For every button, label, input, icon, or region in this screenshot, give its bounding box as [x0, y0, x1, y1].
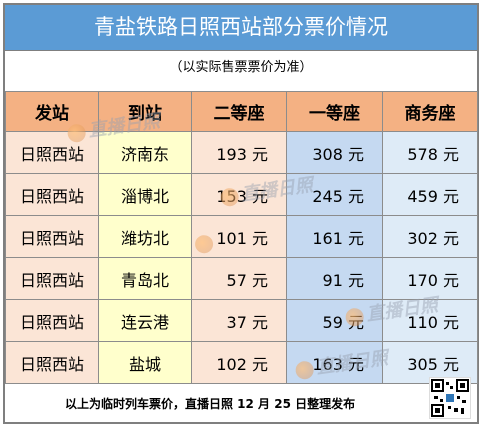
cell-from: 日照西站 [5, 257, 99, 300]
cell-to: 连云港 [98, 299, 192, 342]
cell-first-class: 308 元 [286, 131, 383, 174]
fare-table-card: 青盐铁路日照西站部分票价情况 （以实际售票票价为准） 发站 到站 二等座 一等座… [3, 3, 479, 424]
cell-from: 日照西站 [5, 215, 99, 258]
cell-business-class: 578 元 [382, 131, 478, 174]
page-title: 青盐铁路日照西站部分票价情况 [5, 5, 477, 51]
qr-code-icon [429, 377, 471, 419]
cell-second-class: 101 元 [191, 215, 287, 258]
cell-to: 青岛北 [98, 257, 192, 300]
cell-from: 日照西站 [5, 341, 99, 384]
table-row: 日照西站 潍坊北 101 元 161 元 302 元 [5, 215, 478, 258]
cell-from: 日照西站 [5, 299, 99, 342]
table-row: 日照西站 济南东 193 元 308 元 578 元 [5, 131, 478, 174]
cell-first-class: 163 元 [286, 341, 383, 384]
cell-business-class: 170 元 [382, 257, 478, 300]
table-row: 日照西站 连云港 37 元 59 元 110 元 [5, 299, 478, 342]
cell-second-class: 193 元 [191, 131, 287, 174]
cell-first-class: 245 元 [286, 173, 383, 216]
cell-to: 潍坊北 [98, 215, 192, 258]
cell-business-class: 459 元 [382, 173, 478, 216]
cell-second-class: 57 元 [191, 257, 287, 300]
cell-second-class: 102 元 [191, 341, 287, 384]
cell-first-class: 161 元 [286, 215, 383, 258]
table-row: 日照西站 淄博北 153 元 245 元 459 元 [5, 173, 478, 216]
cell-to: 盐城 [98, 341, 192, 384]
table-row: 日照西站 盐城 102 元 163 元 305 元 [5, 341, 478, 384]
cell-business-class: 305 元 [382, 341, 478, 384]
cell-second-class: 153 元 [191, 173, 287, 216]
cell-first-class: 91 元 [286, 257, 383, 300]
cell-business-class: 302 元 [382, 215, 478, 258]
fare-table: 发站 到站 二等座 一等座 商务座 日照西站 济南东 193 元 308 元 5… [5, 91, 478, 384]
table-row: 日照西站 青岛北 57 元 91 元 170 元 [5, 257, 478, 300]
header-first-class: 一等座 [286, 91, 383, 132]
header-from: 发站 [5, 91, 99, 132]
cell-to: 济南东 [98, 131, 192, 174]
cell-second-class: 37 元 [191, 299, 287, 342]
header-second-class: 二等座 [191, 91, 287, 132]
cell-from: 日照西站 [5, 173, 99, 216]
page-subtitle: （以实际售票票价为准） [5, 51, 477, 91]
cell-to: 淄博北 [98, 173, 192, 216]
header-to: 到站 [98, 91, 192, 132]
table-header-row: 发站 到站 二等座 一等座 商务座 [5, 91, 478, 132]
cell-business-class: 110 元 [382, 299, 478, 342]
cell-from: 日照西站 [5, 131, 99, 174]
footer-note: 以上为临时列车票价，直播日照 12 月 25 日整理发布 [5, 386, 477, 422]
header-business-class: 商务座 [382, 91, 478, 132]
cell-first-class: 59 元 [286, 299, 383, 342]
